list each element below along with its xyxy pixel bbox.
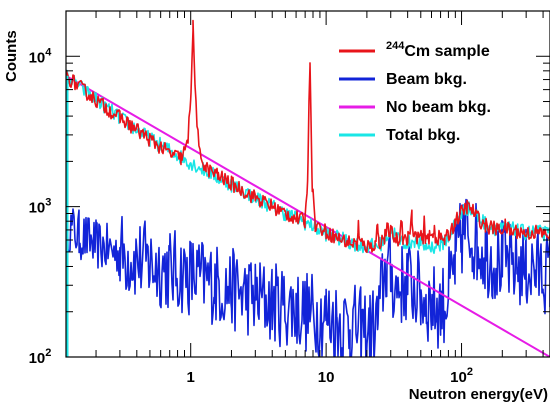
y-tick-label: 104: [29, 46, 53, 66]
legend-isotope-mass: 244: [386, 40, 405, 52]
y-tick-exponent: 2: [45, 347, 51, 359]
series-no-beam-bkg-line: [66, 75, 550, 357]
legend-label-cm-sample: 244Cm sample: [386, 40, 490, 60]
y-tick-label: 103: [29, 197, 52, 217]
x-axis-title: Neutron energy(eV): [409, 386, 548, 403]
legend-label-text: Cm sample: [404, 43, 489, 60]
series-cm-sample-line: [66, 19, 550, 254]
axis-ticks: [66, 10, 550, 358]
x-tick-label: 10: [318, 369, 335, 386]
plot-frame: [65, 10, 550, 358]
legend-label-total-bkg: Total bkg.: [386, 127, 460, 144]
series-beam-bkg-line: [66, 198, 550, 357]
y-tick-exponent: 4: [45, 46, 52, 58]
legend: 244Cm sample Beam bkg. No beam bkg. Total b…: [339, 40, 491, 144]
y-tick-exponent: 3: [45, 197, 51, 209]
x-tick-label: 102: [450, 366, 473, 386]
y-axis-title: Counts: [3, 30, 20, 82]
legend-label-no-beam-bkg: No beam bkg.: [386, 99, 491, 116]
x-tick-exponent: 2: [467, 366, 473, 378]
x-tick-label: 1: [187, 369, 195, 386]
legend-label-beam-bkg: Beam bkg.: [386, 71, 467, 88]
y-tick-label: 102: [29, 347, 52, 367]
plot-series: [66, 19, 550, 357]
